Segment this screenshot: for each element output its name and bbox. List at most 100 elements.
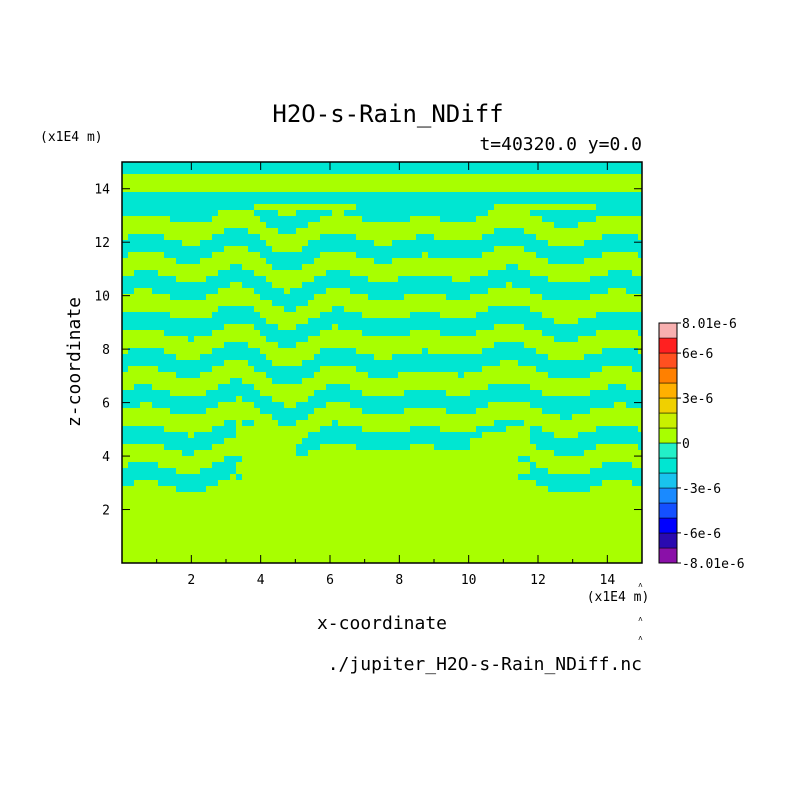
field-cell [578,330,584,336]
field-cell [500,396,506,402]
field-cell [464,354,470,360]
field-cell [440,282,446,288]
field-cell [464,162,470,168]
field-cell [404,198,410,204]
field-cell [638,396,642,402]
field-cell [422,204,428,210]
field-cell [386,330,392,336]
field-cell [140,432,146,438]
field-cell [482,318,488,324]
field-cell [536,390,542,396]
field-cell [638,432,642,438]
field-cell [392,408,398,414]
field-cell [338,306,344,312]
field-cell [404,282,410,288]
field-cell [170,402,176,408]
field-cell [440,438,446,444]
field-cell [392,240,398,246]
field-cell [404,276,410,282]
field-cell [260,210,266,216]
field-cell [260,318,266,324]
field-cell [218,312,224,318]
field-cell [350,348,356,354]
field-cell [488,246,494,252]
field-cell [182,216,188,222]
field-cell [278,414,284,420]
field-cell [548,318,554,324]
field-cell [188,444,194,450]
field-cell [632,366,638,372]
colorbar-label: -6e-6 [682,527,721,542]
field-cell [200,318,206,324]
field-cell [176,402,182,408]
field-cell [434,402,440,408]
field-cell [158,318,164,324]
field-cell [638,252,642,258]
field-cell [506,390,512,396]
field-cell [542,444,548,450]
field-cell [260,402,266,408]
field-cell [380,168,386,174]
field-cell [164,318,170,324]
field-cell [428,366,434,372]
field-cell [518,456,524,462]
field-cell [542,480,548,486]
field-cell [434,354,440,360]
field-cell [566,444,572,450]
field-cell [302,258,308,264]
field-cell [572,162,578,168]
field-cell [260,168,266,174]
field-cell [512,282,518,288]
field-cell [248,312,254,318]
field-cell [242,312,248,318]
field-cell [398,252,404,258]
field-cell [638,240,642,246]
field-cell [122,468,128,474]
field-cell [350,234,356,240]
field-cell [608,168,614,174]
field-cell [164,282,170,288]
field-cell [488,270,494,276]
field-cell [590,246,596,252]
field-cell [608,198,614,204]
field-cell [152,162,158,168]
field-cell [134,396,140,402]
field-cell [554,252,560,258]
field-cell [254,162,260,168]
field-cell [494,306,500,312]
field-cell [602,234,608,240]
field-cell [404,390,410,396]
field-cell [158,282,164,288]
field-cell [482,348,488,354]
field-cell [560,360,566,366]
field-cell [296,366,302,372]
field-cell [356,240,362,246]
field-cell [170,468,176,474]
field-cell [224,192,230,198]
field-cell [614,348,620,354]
field-cell [248,348,254,354]
field-cell [260,354,266,360]
field-cell [332,240,338,246]
field-cell [350,210,356,216]
field-cell [620,204,626,210]
field-cell [164,210,170,216]
field-cell [206,330,212,336]
field-cell [338,384,344,390]
field-cell [140,234,146,240]
field-cell [512,264,518,270]
field-cell [296,372,302,378]
colorbar-label: 6e-6 [682,347,713,362]
field-cell [248,282,254,288]
field-cell [338,234,344,240]
field-cell [416,360,422,366]
field-cell [602,210,608,216]
field-cell [236,276,242,282]
field-cell [344,312,350,318]
field-cell [314,192,320,198]
field-cell [236,270,242,276]
colorbar-label: 0 [682,437,690,452]
field-cell [272,222,278,228]
field-cell [140,354,146,360]
field-cell [218,276,224,282]
